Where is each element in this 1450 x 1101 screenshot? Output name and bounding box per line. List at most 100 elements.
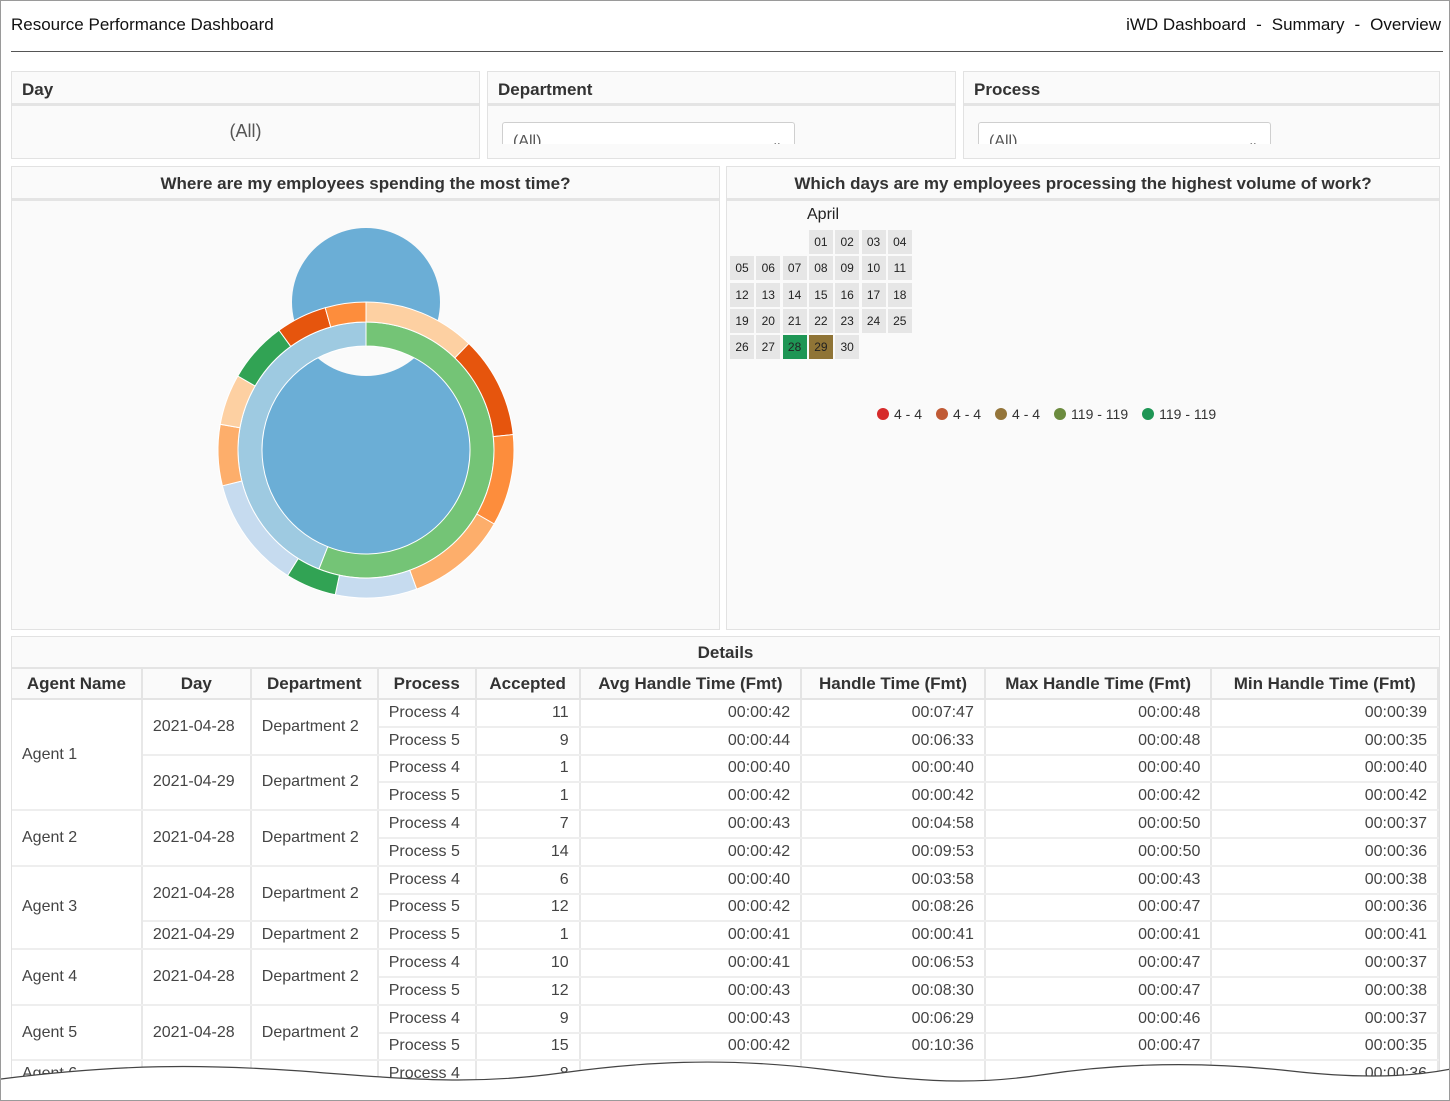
table-row[interactable]: Process 5 12 00:00:42 00:08:26 00:00:47 00:00… [12,893,1439,923]
calendar-day-19[interactable]: 19 [730,308,754,333]
calendar-day-23[interactable]: 23 [835,308,860,333]
table-row[interactable]: Process 5 15 00:00:42 00:10:36 00:00:47 00:00… [12,1032,1439,1062]
calendar-day-29[interactable]: 29 [808,335,833,360]
calendar-day-07[interactable]: 07 [782,256,807,281]
column-header[interactable]: Department [250,669,379,700]
calendar-day-08[interactable]: 08 [808,256,833,281]
table-cell: 00:00:42 [579,782,803,812]
department-select[interactable]: (All) ⌄ [502,122,795,144]
calendar-day-22[interactable]: 22 [808,308,833,333]
table-cell: 2021-04-28 [141,810,252,867]
calendar-day-30[interactable]: 30 [835,335,860,360]
table-cell: 00:00:37 [1211,1004,1439,1034]
table-cell: Process 5 [377,782,477,812]
column-header[interactable]: Max Handle Time (Fmt) [984,669,1213,700]
table-row[interactable]: Agent 4 2021-04-28 Department 2 Process 4 10… [12,949,1439,1006]
calendar-day-03[interactable]: 03 [861,230,886,254]
calendar-day-16[interactable]: 16 [835,282,860,307]
column-header[interactable]: Min Handle Time (Fmt) [1211,669,1439,700]
calendar-day-15[interactable]: 15 [808,282,833,307]
dashboard-title: Resource Performance Dashboard [11,15,274,34]
table-cell: 6 [475,865,581,895]
table-cell: 00:08:30 [801,976,986,1006]
table-cell: 00:00:43 [579,1004,803,1034]
column-header[interactable]: Day [141,669,252,700]
calendar-day-25[interactable]: 25 [887,308,912,333]
table-row[interactable]: Process 5 1 00:00:42 00:00:42 00:00:42 00:00:… [12,782,1439,812]
table-cell: 14 [475,837,581,867]
calendar-day-10[interactable]: 10 [861,256,886,281]
calendar-day-18[interactable]: 18 [887,282,912,307]
table-cell: Process 4 [377,699,477,728]
divider [488,103,955,106]
calendar-day-20[interactable]: 20 [756,308,781,333]
calendar-day-21[interactable]: 21 [782,308,807,333]
column-header[interactable]: Process [377,669,477,700]
calendar-day-26[interactable]: 26 [730,335,754,360]
table-cell: Process 5 [377,1032,477,1062]
calendar-day-28[interactable]: 28 [782,335,807,360]
table-cell: 00:00:37 [1211,949,1439,978]
column-header[interactable]: Avg Handle Time (Fmt) [579,669,803,700]
table-cell: Process 5 [377,893,477,923]
legend-item[interactable]: 119 - 119 [1142,406,1216,422]
details-table: Agent Name Day Department Process Accepted Av… [12,669,1439,1090]
column-header[interactable]: Handle Time (Fmt) [801,669,986,700]
table-cell: 2021-04-28 [141,865,252,923]
calendar-legend: 4 - 4 4 - 4 4 - 4 119 - 119 119 - 119 [877,406,1216,422]
table-cell: 00:00:41 [1211,921,1439,951]
legend-item[interactable]: 119 - 119 [1054,406,1128,422]
table-cell: 15 [475,1032,581,1062]
table-cell: Process 5 [377,726,477,756]
nav-link-overview[interactable]: Overview [1370,15,1441,34]
table-row[interactable]: 2021-04-29 Department 2 Process 5 1 00:00:41… [12,921,1439,951]
table-cell: 9 [475,726,581,756]
table-cell: 00:00:39 [1211,699,1439,728]
calendar-day-17[interactable]: 17 [861,282,886,307]
calendar-day-06[interactable]: 06 [756,256,781,281]
calendar-day-27[interactable]: 27 [756,335,781,360]
table-cell: 2021-04-29 [141,921,252,951]
calendar-day-09[interactable]: 09 [835,256,860,281]
table-row[interactable]: Process 5 9 00:00:44 00:06:33 00:00:48 00:00:… [12,726,1439,756]
process-select[interactable]: (All) ⌄ [978,122,1271,144]
calendar-day-02[interactable]: 02 [835,230,860,254]
legend-item[interactable]: 4 - 4 [877,406,922,422]
legend-item[interactable]: 4 - 4 [936,406,981,422]
table-row[interactable]: Agent 1 2021-04-28 Department 2 Process 4 11… [12,699,1439,812]
time-spent-donut-chart [217,228,515,599]
calendar-day-12[interactable]: 12 [730,282,754,307]
table-cell: 00:00:48 [984,699,1213,728]
calendar-day-05[interactable]: 05 [730,256,754,281]
department-filter-label: Department [498,80,593,99]
calendar-day-04[interactable]: 04 [887,230,912,254]
column-header[interactable]: Agent Name [12,669,143,700]
table-cell: Department 2 [250,699,379,756]
table-cell: 00:00:44 [579,726,803,756]
table-cell: 00:00:42 [984,782,1213,812]
divider [12,198,719,201]
column-header[interactable]: Accepted [475,669,581,700]
table-row[interactable]: Process 5 14 00:00:42 00:09:53 00:00:50 00:00… [12,837,1439,867]
nav-link-summary[interactable]: Summary [1271,15,1345,34]
day-filter-value[interactable]: (All) [229,121,262,141]
table-row[interactable]: Process 5 12 00:00:43 00:08:30 00:00:47 00:00… [12,976,1439,1006]
calendar-day-24[interactable]: 24 [861,308,886,333]
calendar-day-11[interactable]: 11 [887,256,912,281]
nav-link-iwd-dashboard[interactable]: iWD Dashboard [1126,15,1247,34]
breadcrumb-nav: iWD Dashboard - Summary - Overview [1126,15,1441,35]
volume-calendar-title: Which days are my employees processing t… [794,174,1372,193]
calendar-day-14[interactable]: 14 [782,282,807,307]
legend-item[interactable]: 4 - 4 [995,406,1040,422]
table-row[interactable]: 2021-04-29 Department 2 Process 4 1 00:00:40… [12,754,1439,812]
table-cell: 00:00:42 [579,699,803,728]
donut-outer-segment-11[interactable] [324,301,367,328]
table-cell: Department 2 [250,949,379,1006]
donut-inner-segment-0[interactable] [261,228,470,554]
calendar-day-01[interactable]: 01 [808,230,833,254]
donut-outer-segment-7[interactable] [217,423,243,487]
calendar-day-13[interactable]: 13 [756,282,781,307]
